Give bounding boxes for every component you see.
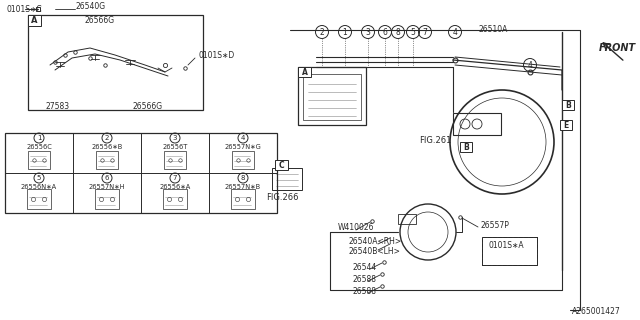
Text: E: E — [563, 121, 568, 130]
Text: FIG.266: FIG.266 — [266, 194, 298, 203]
Text: 8: 8 — [396, 28, 401, 36]
Bar — [96, 151, 118, 169]
Text: 26540B<LH>: 26540B<LH> — [348, 247, 400, 257]
Text: 1: 1 — [36, 135, 41, 141]
Text: 26544: 26544 — [352, 263, 376, 273]
Text: 26557N∗H: 26557N∗H — [89, 184, 125, 190]
Bar — [95, 189, 119, 209]
Text: C: C — [278, 161, 284, 170]
Text: 26556∗A: 26556∗A — [159, 184, 191, 190]
Text: 0101S∗D: 0101S∗D — [198, 51, 234, 60]
Bar — [28, 15, 203, 110]
Text: 5: 5 — [37, 175, 41, 181]
Text: 6: 6 — [383, 28, 387, 36]
Text: FIG.261: FIG.261 — [419, 135, 451, 145]
Bar — [232, 151, 254, 169]
Text: 3: 3 — [365, 28, 371, 36]
Text: 3: 3 — [173, 135, 177, 141]
Text: B: B — [565, 100, 571, 109]
Bar — [28, 151, 50, 169]
Text: 26566G: 26566G — [85, 15, 115, 25]
Bar — [398, 214, 416, 224]
Text: 26556N∗A: 26556N∗A — [21, 184, 57, 190]
Text: 4: 4 — [452, 28, 458, 36]
Text: 26557P: 26557P — [480, 220, 509, 229]
Bar — [303, 74, 361, 120]
Bar — [560, 120, 572, 130]
Text: 7: 7 — [422, 28, 428, 36]
Text: 5: 5 — [411, 28, 415, 36]
Bar — [5, 133, 277, 213]
Bar — [272, 168, 302, 190]
Text: 26510A: 26510A — [478, 25, 508, 34]
Bar — [163, 189, 187, 209]
Text: 26540G: 26540G — [75, 2, 105, 11]
Bar — [231, 189, 255, 209]
Text: 7: 7 — [173, 175, 177, 181]
Text: 27583: 27583 — [46, 101, 70, 110]
Text: 26556C: 26556C — [26, 144, 52, 150]
Bar — [298, 67, 311, 77]
Text: 26566G: 26566G — [133, 101, 163, 110]
Text: 2: 2 — [319, 28, 324, 36]
Text: 6: 6 — [105, 175, 109, 181]
Bar — [298, 67, 366, 125]
Text: 2: 2 — [105, 135, 109, 141]
Bar — [460, 142, 472, 152]
Text: 26556T: 26556T — [163, 144, 188, 150]
Text: 1: 1 — [342, 28, 348, 36]
Bar — [164, 151, 186, 169]
Text: A: A — [301, 68, 307, 76]
Text: A: A — [31, 16, 38, 25]
Text: 26588: 26588 — [352, 287, 376, 297]
Text: 26588: 26588 — [352, 276, 376, 284]
Bar — [28, 15, 41, 26]
Text: B: B — [463, 142, 469, 151]
Text: 26557N∗G: 26557N∗G — [225, 144, 261, 150]
Text: W410026: W410026 — [338, 223, 374, 233]
Text: FRONT: FRONT — [598, 43, 636, 53]
Bar — [27, 189, 51, 209]
Bar — [275, 160, 288, 170]
Text: 0101S∗A: 0101S∗A — [488, 241, 524, 250]
Bar — [482, 237, 537, 265]
Bar — [562, 100, 574, 110]
Text: 26557N∗B: 26557N∗B — [225, 184, 261, 190]
Text: A265001427: A265001427 — [572, 308, 621, 316]
Text: 26540A<RH>: 26540A<RH> — [348, 237, 401, 246]
Text: 4: 4 — [527, 60, 532, 69]
Text: 0101S∗C: 0101S∗C — [6, 4, 42, 13]
Text: 26556∗B: 26556∗B — [92, 144, 123, 150]
Bar — [453, 113, 501, 135]
Text: 8: 8 — [241, 175, 245, 181]
Text: 4: 4 — [241, 135, 245, 141]
